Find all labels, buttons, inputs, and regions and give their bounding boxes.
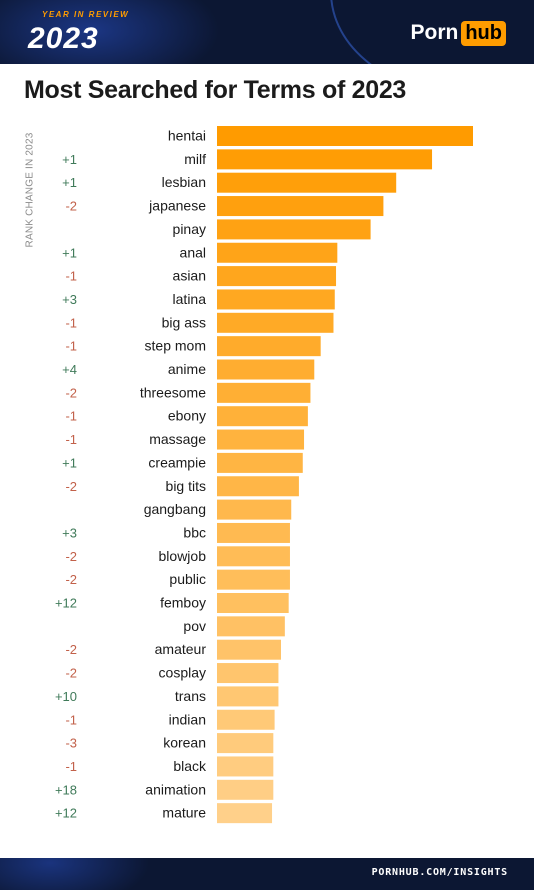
year-in-review-year: 2023 xyxy=(28,22,99,55)
bar-japanese xyxy=(217,196,384,217)
bar-mature xyxy=(217,803,273,824)
rank-change-label: -1 xyxy=(65,269,77,284)
category-label: asian xyxy=(173,268,206,284)
rank-change-label: +12 xyxy=(55,806,77,821)
category-label: lesbian xyxy=(162,174,206,190)
category-label: animation xyxy=(145,781,206,797)
bar-pov xyxy=(217,616,285,637)
category-label: public xyxy=(169,571,206,587)
category-label: step mom xyxy=(145,338,206,354)
rank-change-label: -1 xyxy=(65,432,77,447)
category-label: cosplay xyxy=(159,665,206,681)
year-in-review-badge: YEAR IN REVIEW 2023 xyxy=(28,8,138,58)
rank-change-label: -2 xyxy=(65,549,77,564)
bar-gangbang xyxy=(217,499,292,520)
rank-change-label: -3 xyxy=(65,736,77,751)
category-label: femboy xyxy=(160,595,206,611)
bar-pinay xyxy=(217,219,371,240)
bar-creampie xyxy=(217,452,303,473)
category-label: massage xyxy=(149,431,206,447)
category-label: big tits xyxy=(166,478,206,494)
bar-bbc xyxy=(217,522,290,543)
bar-big-ass xyxy=(217,312,334,333)
category-label: blowjob xyxy=(159,548,207,564)
bar-trans xyxy=(217,686,279,707)
category-label: anime xyxy=(168,361,206,377)
rank-change-label: +4 xyxy=(62,362,77,377)
category-label: trans xyxy=(175,688,206,704)
rank-change-label: -2 xyxy=(65,199,77,214)
bar-animation xyxy=(217,779,274,800)
footer-glow xyxy=(0,858,150,890)
header-banner: YEAR IN REVIEW 2023 Porn hub xyxy=(0,0,534,64)
category-label: indian xyxy=(169,711,206,727)
bar-indian xyxy=(217,709,275,730)
bar-blowjob xyxy=(217,546,290,567)
bar-latina xyxy=(217,289,335,310)
category-label: mature xyxy=(162,805,206,821)
bar-milf xyxy=(217,149,433,170)
rank-change-label: -2 xyxy=(65,666,77,681)
rank-change-label: -2 xyxy=(65,385,77,400)
bar-threesome xyxy=(217,382,311,403)
category-label: pinay xyxy=(173,221,206,237)
category-label: black xyxy=(173,758,207,774)
category-label: gangbang xyxy=(144,501,206,517)
category-label: milf xyxy=(184,151,206,167)
year-in-review-label: YEAR IN REVIEW xyxy=(42,10,130,19)
bar-femboy xyxy=(217,593,289,613)
bar-massage xyxy=(217,429,305,450)
rank-change-label: +3 xyxy=(62,525,77,540)
rank-change-label: -1 xyxy=(65,315,77,330)
rank-change-label: -1 xyxy=(65,339,77,354)
bar-cosplay xyxy=(217,663,279,684)
footer-url[interactable]: PORNHUB.COM/INSIGHTS xyxy=(371,867,508,878)
rank-change-label: +1 xyxy=(62,245,77,260)
bar-step-mom xyxy=(217,336,321,357)
category-label: bbc xyxy=(183,524,206,540)
logo-text-part2: hub xyxy=(461,20,506,46)
rank-change-label: +18 xyxy=(55,782,77,797)
bar-big-tits xyxy=(217,476,299,497)
rank-change-label: +10 xyxy=(55,689,77,704)
bar-hentai xyxy=(217,126,473,146)
rank-change-label: +3 xyxy=(62,292,77,307)
header-glow xyxy=(0,0,220,64)
bar-black xyxy=(217,756,274,777)
chart-title: Most Searched for Terms of 2023 xyxy=(24,76,407,104)
rank-change-label: -1 xyxy=(65,712,77,727)
bar-public xyxy=(217,569,290,590)
bar-anal xyxy=(217,242,338,263)
category-label: japanese xyxy=(148,198,206,214)
category-label: hentai xyxy=(168,128,206,144)
category-label: latina xyxy=(173,291,207,307)
rank-change-label: -1 xyxy=(65,409,77,424)
bar-asian xyxy=(217,266,337,287)
footer-banner: PORNHUB.COM/INSIGHTS xyxy=(0,858,534,890)
bar-chart: hentai milf +1 lesbian +1 japanese -2 pinay anal… xyxy=(55,126,473,824)
category-label: threesome xyxy=(140,384,206,400)
category-label: amateur xyxy=(155,641,207,657)
rank-change-label: -2 xyxy=(65,572,77,587)
rank-change-label: -2 xyxy=(65,642,77,657)
rank-change-label: -2 xyxy=(65,479,77,494)
category-label: pov xyxy=(183,618,206,634)
category-label: big ass xyxy=(162,314,206,330)
category-label: ebony xyxy=(168,408,206,424)
bar-amateur xyxy=(217,639,281,660)
rank-change-label: +12 xyxy=(55,596,77,611)
bar-ebony xyxy=(217,406,308,427)
rank-change-label: +1 xyxy=(62,175,77,190)
bar-anime xyxy=(217,359,315,380)
category-label: anal xyxy=(180,244,206,260)
rank-change-label: +1 xyxy=(62,455,77,470)
pornhub-logo[interactable]: Porn hub xyxy=(410,20,506,46)
bar-korean xyxy=(217,733,274,754)
category-label: creampie xyxy=(148,454,206,470)
rank-change-label: +1 xyxy=(62,152,77,167)
rank-change-label: -1 xyxy=(65,759,77,774)
category-label: korean xyxy=(163,735,206,751)
logo-text-part1: Porn xyxy=(410,21,459,44)
bar-lesbian xyxy=(217,172,397,193)
